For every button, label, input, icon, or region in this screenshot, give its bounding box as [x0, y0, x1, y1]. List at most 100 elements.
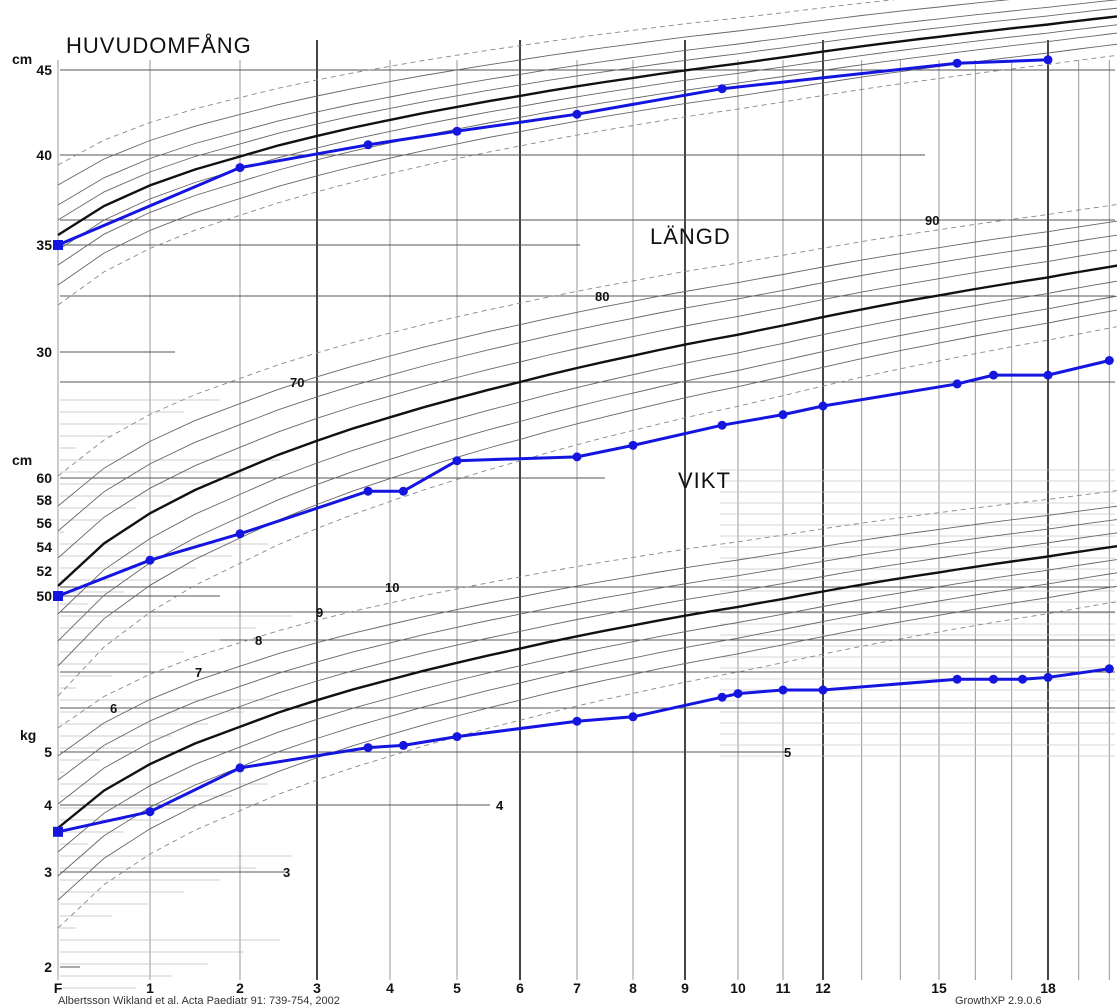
measurement-point — [363, 486, 373, 496]
measurement-point — [1043, 55, 1053, 65]
measurement-series — [53, 55, 1114, 837]
percentile-curve — [57, 601, 1117, 929]
percentile-curve — [57, 249, 1117, 559]
measurement-point — [952, 58, 962, 68]
measurement-point — [1104, 356, 1114, 365]
percentile-curve — [57, 0, 896, 166]
percentile-curve — [57, 585, 1117, 901]
percentile-curve — [57, 280, 1117, 615]
weight-reference-label: 4 — [496, 798, 504, 813]
percentile-curve — [57, 32, 1117, 266]
y-tick-label: 4 — [44, 797, 52, 813]
measurement-point — [717, 420, 727, 430]
percentile-curve — [57, 309, 1117, 667]
x-tick-label: 3 — [313, 980, 321, 996]
head-circumference-title: HUVUDOMFÅNG — [66, 33, 252, 58]
weight-title: VIKT — [678, 468, 731, 493]
measurement-point — [572, 109, 582, 119]
length-title: LÄNGD — [650, 224, 731, 249]
y-tick-label: 50 — [36, 588, 52, 604]
measurement-point — [952, 379, 962, 389]
percentile-curve — [57, 532, 1117, 805]
measurement-point — [235, 763, 245, 773]
y-tick-label: 58 — [36, 492, 52, 508]
measurement-point — [398, 740, 408, 750]
axis-labels: F 1 2 3 4 5 6 7 8 9 10 11 12 15 1835404550525456586030… — [36, 62, 1056, 996]
measurement-point — [778, 410, 788, 420]
x-tick-label: F — [54, 980, 63, 996]
percentile-curve — [57, 572, 1117, 877]
percentile-curve — [57, 234, 1117, 532]
length-reference-label: 80 — [595, 289, 609, 304]
measurement-point — [145, 807, 155, 817]
y-tick-label: 30 — [36, 344, 52, 360]
weight-unit-label: kg — [20, 727, 36, 743]
x-tick-label: 4 — [386, 980, 394, 996]
x-tick-label: 8 — [629, 980, 637, 996]
measurement-point — [952, 674, 962, 684]
measurement-point — [628, 440, 638, 450]
y-tick-label: 60 — [36, 470, 52, 486]
measurement-point — [235, 529, 245, 539]
percentile-curve — [57, 505, 1117, 757]
percentile-curve — [57, 24, 1117, 251]
length-unit-label: cm — [12, 452, 32, 468]
x-tick-label: 2 — [236, 980, 244, 996]
measurement-point — [778, 685, 788, 695]
weight-reference-label: 3 — [283, 865, 290, 880]
weight-reference-label: 7 — [195, 665, 202, 680]
measurement-point — [989, 370, 998, 380]
percentile-curve — [57, 43, 1117, 286]
percentile-curve — [57, 220, 1117, 507]
percentile-curve — [57, 54, 1117, 306]
median-curve — [57, 264, 1117, 587]
median-curve — [57, 15, 1117, 237]
percentile-curve — [57, 519, 1117, 781]
measurement-point-birth — [53, 240, 63, 250]
measurement-point — [1043, 672, 1053, 682]
measurement-point — [572, 452, 582, 462]
measurement-point — [363, 743, 373, 753]
measurement-point — [1104, 664, 1114, 674]
weight-reference-label: 10 — [385, 580, 399, 595]
x-tick-label: 11 — [776, 980, 791, 996]
x-tick-label: 6 — [516, 980, 524, 996]
x-tick-label: 18 — [1040, 980, 1056, 996]
median-curve — [57, 544, 1117, 829]
length-reference-label: 90 — [925, 213, 939, 228]
measurement-point — [989, 674, 998, 684]
y-tick-label: 35 — [36, 237, 52, 253]
y-tick-label: 56 — [36, 515, 52, 531]
percentile-curve — [57, 326, 1117, 697]
measurement-point — [717, 692, 727, 702]
measurement-point — [452, 126, 462, 136]
y-tick-label: 45 — [36, 62, 52, 78]
x-tick-label: 12 — [815, 980, 831, 996]
measurement-point — [628, 712, 638, 722]
percentile-curve — [57, 7, 1117, 221]
measurement-point — [235, 163, 245, 173]
measurement-point — [818, 401, 828, 411]
y-tick-label: 2 — [44, 959, 52, 975]
measurement-point — [572, 716, 582, 726]
measurement-line — [57, 667, 1110, 834]
measurement-point — [145, 555, 155, 565]
x-tick-label: 1 — [146, 980, 154, 996]
x-tick-label: 5 — [453, 980, 461, 996]
software-version-footer: GrowthXP 2.9.0.6 — [955, 995, 1042, 1007]
measurement-point — [1043, 370, 1053, 380]
measurement-point — [452, 456, 462, 466]
measurement-point — [733, 689, 743, 699]
y-tick-label: 40 — [36, 147, 52, 163]
measurement-line — [57, 58, 1049, 247]
measurement-point — [363, 140, 373, 150]
x-tick-label: 7 — [573, 980, 581, 996]
percentile-curve — [57, 295, 1117, 642]
weight-reference-label: 9 — [316, 605, 323, 620]
x-tick-label: 10 — [730, 980, 746, 996]
y-tick-label: 3 — [44, 864, 52, 880]
percentile-curve — [57, 0, 1117, 206]
measurement-point — [717, 84, 727, 94]
y-tick-label: 52 — [36, 563, 52, 579]
length-reference-label: 70 — [290, 375, 304, 390]
